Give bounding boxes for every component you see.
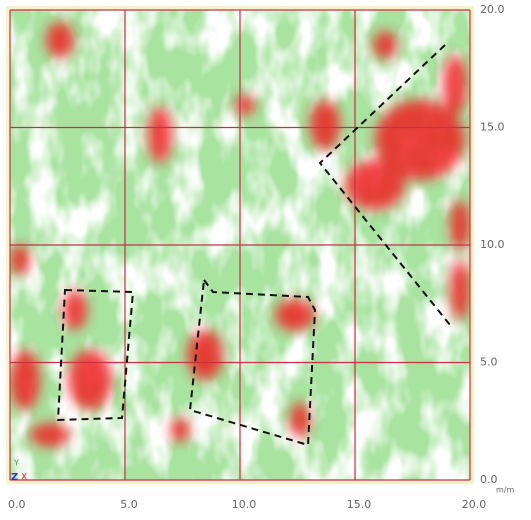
y-tick-label: 20.0 <box>480 3 505 16</box>
x-tick-label: 15.0 <box>347 498 372 511</box>
x-unit: m/m <box>496 486 514 495</box>
axis-indicator-z: Z <box>11 472 18 483</box>
chart: Y Z X m/m 0.0 5.0 10.0 15.0 20.0 0.0 5.0 10.0 15… <box>0 0 531 520</box>
y-tick-label: 5.0 <box>480 356 498 369</box>
x-tick-label: 5.0 <box>120 498 138 511</box>
x-tick-label: 10.0 <box>232 498 257 511</box>
axis-indicator-y: Y <box>13 459 19 468</box>
x-tick-label: 20.0 <box>462 498 487 511</box>
y-tick-label: 15.0 <box>480 121 505 134</box>
y-tick-label: 10.0 <box>480 238 505 251</box>
x-tick-label: 0.0 <box>8 498 26 511</box>
axis-indicator-x: X <box>21 473 27 483</box>
y-tick-label: 0.0 <box>480 473 498 486</box>
